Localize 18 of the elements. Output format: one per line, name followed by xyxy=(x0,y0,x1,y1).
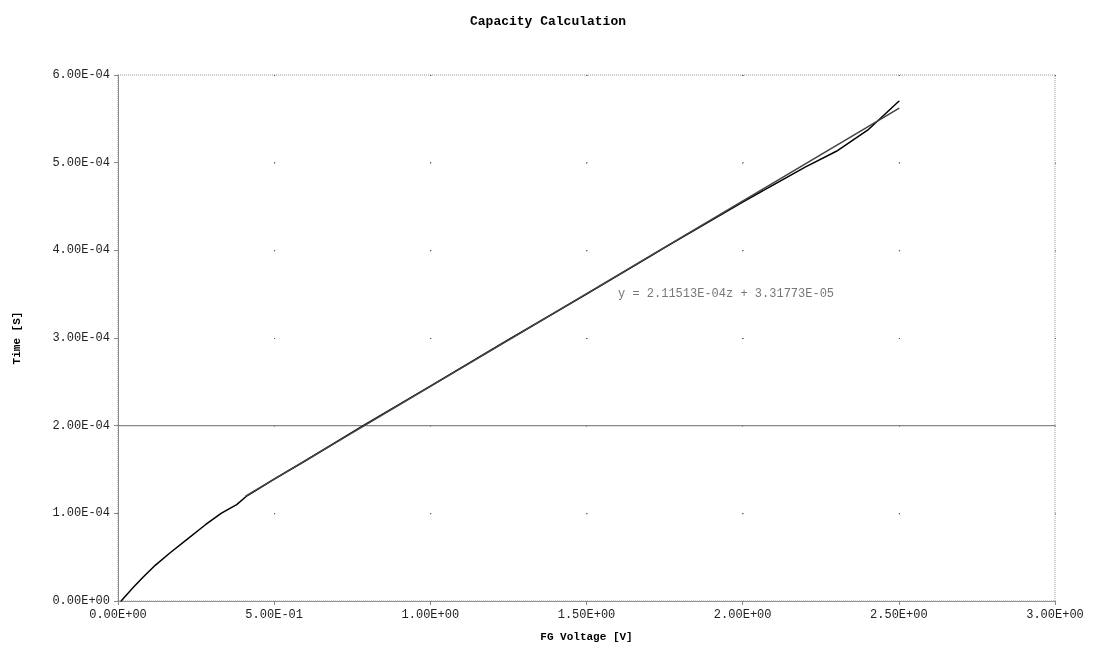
y-axis-title: Time [S] xyxy=(10,311,23,365)
y-tick-label: 0.00E+00 xyxy=(52,594,110,608)
x-tick-label: 2.00E+00 xyxy=(713,608,772,622)
y-tick-label: 6.00E-04 xyxy=(52,68,110,82)
x-tick-label: 1.00E+00 xyxy=(401,608,460,622)
x-tick-label: 5.00E-01 xyxy=(245,608,303,622)
y-tick-label: 3.00E-04 xyxy=(52,331,110,345)
annotation: y = 2.11513E-04z + 3.31773E-05 xyxy=(618,287,835,301)
x-tick-label: 0.00E+00 xyxy=(89,608,147,622)
x-tick-label: 3.00E+00 xyxy=(1026,608,1084,622)
chart-title: Capacity Calculation xyxy=(469,14,627,29)
x-tick-label: 1.50E+00 xyxy=(557,608,616,622)
y-tick-label: 2.00E-04 xyxy=(52,418,110,433)
y-tick-label: 1.00E-04 xyxy=(52,506,110,521)
y-tick-label: 4.00E-04 xyxy=(52,243,110,258)
x-tick-label: 2.50E+00 xyxy=(870,608,928,622)
y-tick-label: 5.00E-04 xyxy=(52,155,110,170)
x-axis-title: FG Voltage [V] xyxy=(540,630,633,643)
